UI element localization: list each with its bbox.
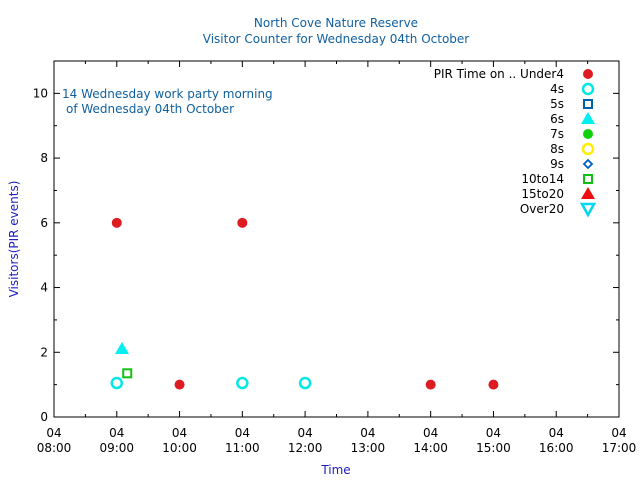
data-point-6s (115, 342, 130, 355)
data-point-4s (298, 376, 312, 390)
x-tick-label-day: 04 (172, 426, 187, 440)
legend-marker-10to14 (583, 174, 593, 184)
data-points (110, 217, 499, 390)
legend-label: 10to14 (521, 172, 564, 186)
y-tick-label: 4 (40, 281, 48, 295)
y-tick-label: 0 (40, 410, 48, 424)
y-tick-label: 10 (33, 86, 48, 100)
x-tick-label-day: 04 (235, 426, 250, 440)
x-tick-label-day: 04 (46, 426, 61, 440)
legend-label: 9s (550, 157, 564, 171)
legend-label: 15to20 (521, 187, 564, 201)
x-tick-label-day: 04 (423, 426, 438, 440)
x-tick-label-time: 11:00 (225, 441, 260, 455)
chart-subtitle: Visitor Counter for Wednesday 04th Octob… (203, 32, 470, 46)
x-tick-label-time: 10:00 (162, 441, 197, 455)
x-tick-label-day: 04 (360, 426, 375, 440)
legend-marker-8s (581, 142, 595, 156)
y-axis-label: Visitors(PIR events) (7, 181, 21, 298)
x-tick-label-day: 04 (109, 426, 124, 440)
x-tick-label-time: 12:00 (288, 441, 323, 455)
legend-marker-6s (581, 112, 595, 124)
data-point-under4 (488, 379, 499, 390)
y-tick-label: 6 (40, 216, 48, 230)
x-tick-label-day: 04 (486, 426, 501, 440)
x-axis: 0408:000409:000410:000411:000412:000413:… (37, 61, 637, 455)
x-axis-label: Time (320, 463, 350, 477)
legend-label: 5s (550, 97, 564, 111)
x-tick-label-day: 04 (611, 426, 626, 440)
data-point-4s (110, 376, 124, 390)
x-tick-label-time: 17:00 (602, 441, 637, 455)
chart-title: North Cove Nature Reserve (254, 16, 418, 30)
data-point-under4 (111, 217, 122, 228)
x-tick-label-time: 16:00 (539, 441, 574, 455)
legend-label: 8s (550, 142, 564, 156)
legend-label: Over20 (520, 202, 564, 216)
legend-marker-5s (583, 99, 593, 109)
data-point-under4 (425, 379, 436, 390)
x-tick-label-day: 04 (549, 426, 564, 440)
data-point-under4 (237, 217, 248, 228)
x-tick-label-time: 14:00 (413, 441, 448, 455)
x-tick-label-time: 15:00 (476, 441, 511, 455)
legend-marker-15to20 (581, 187, 595, 199)
y-axis: 0 2 4 6 8 10 (33, 86, 619, 424)
x-tick-label-time: 08:00 (37, 441, 72, 455)
legend-label: 4s (550, 82, 564, 96)
legend-marker-9s (582, 158, 594, 170)
legend-marker-7s (583, 129, 593, 139)
legend-marker-over20 (579, 202, 597, 218)
legend-label: 7s (550, 127, 564, 141)
legend-marker-4s (581, 82, 595, 96)
data-point-under4 (174, 379, 185, 390)
y-tick-label: 2 (40, 345, 48, 359)
data-point-4s (236, 376, 249, 390)
annotation-line-2: of Wednesday 04th October (66, 102, 234, 116)
x-tick-label-day: 04 (297, 426, 312, 440)
legend-label: PIR Time on .. Under4 (434, 67, 564, 81)
legend: PIR Time on .. Under44s5s6s7s8s9s10to141… (434, 67, 597, 218)
legend-marker-under4 (583, 69, 593, 79)
legend-label: 6s (550, 112, 564, 126)
x-tick-label-time: 13:00 (351, 441, 386, 455)
data-point-10to14 (122, 368, 133, 379)
x-tick-label-time: 09:00 (99, 441, 134, 455)
y-tick-label: 8 (40, 151, 48, 165)
annotation-line-1: 14 Wednesday work party morning (62, 87, 273, 101)
